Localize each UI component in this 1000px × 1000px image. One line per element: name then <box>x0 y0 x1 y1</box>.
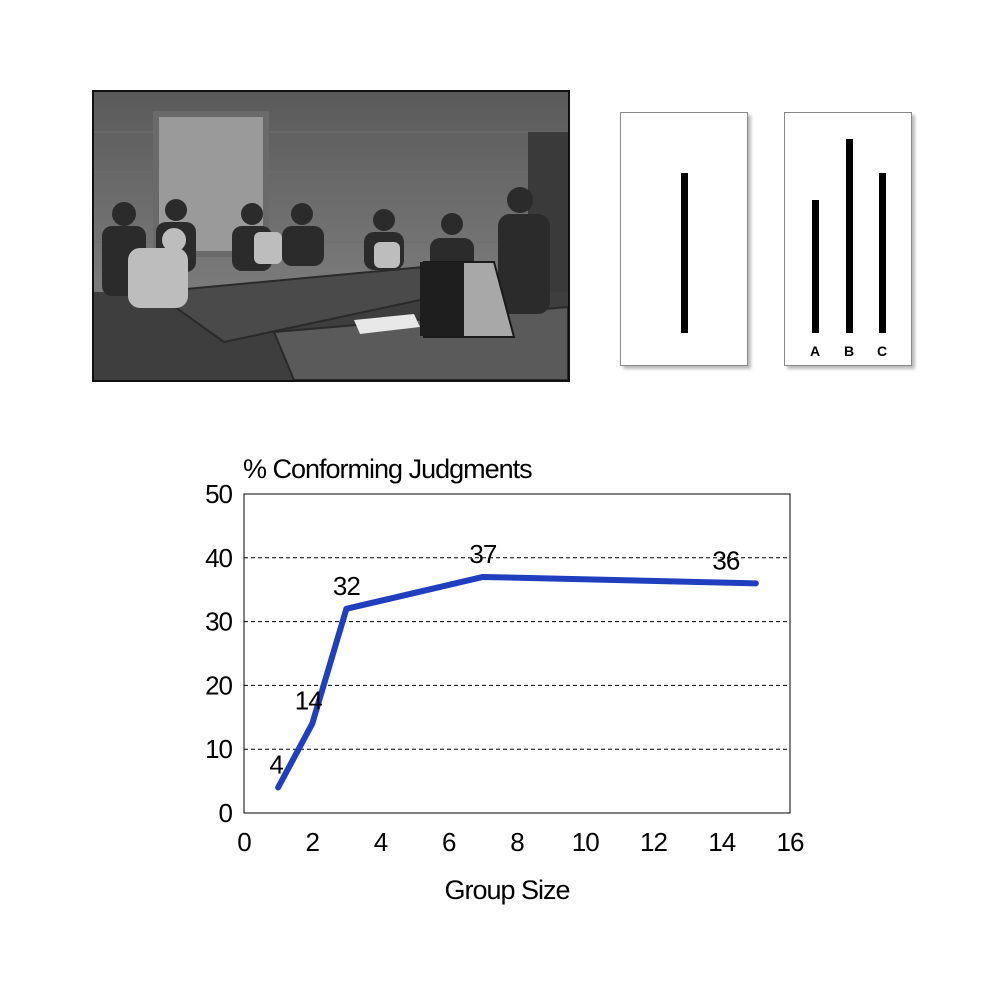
y-tick-label: 20 <box>205 670 232 700</box>
comparison-lines-card: A B C <box>784 112 912 366</box>
comparison-line-b <box>846 139 853 333</box>
data-label: 4 <box>269 749 283 779</box>
comparison-line-a <box>812 200 819 333</box>
data-label: 36 <box>712 545 739 575</box>
x-tick-label: 10 <box>572 827 599 857</box>
series-line <box>275 573 759 791</box>
comparison-line-c <box>879 173 886 333</box>
comparison-label-a: A <box>809 343 821 359</box>
x-axis-label: Group Size <box>444 875 569 905</box>
y-tick-label: 30 <box>205 607 232 637</box>
y-tick-label: 50 <box>205 479 232 509</box>
x-tick-label: 12 <box>640 827 667 857</box>
y-tick-label: 40 <box>205 543 232 573</box>
comparison-label-b: B <box>843 343 855 359</box>
x-tick-label: 2 <box>306 827 320 857</box>
x-tick-label: 0 <box>237 827 251 857</box>
plot-area <box>243 493 791 814</box>
y-tick-label: 10 <box>205 734 232 764</box>
x-tick-label: 4 <box>374 827 388 857</box>
data-label: 37 <box>469 539 496 569</box>
chart-title: % Conforming Judgments <box>243 454 532 484</box>
y-tick-label: 0 <box>219 798 233 828</box>
experiment-photo <box>92 90 570 382</box>
standard-line <box>681 173 688 333</box>
x-tick-label: 6 <box>442 827 456 857</box>
x-tick-label: 16 <box>777 827 804 857</box>
x-tick-label: 14 <box>708 827 735 857</box>
data-label: 32 <box>333 571 360 601</box>
comparison-label-c: C <box>876 343 888 359</box>
standard-line-card <box>620 112 748 366</box>
x-tick-label: 8 <box>510 827 524 857</box>
data-label: 14 <box>295 686 322 716</box>
conformity-chart: 0 10 20 30 40 50 0 2 4 6 8 10 12 14 16 % Conforming Jud… <box>0 440 1000 920</box>
